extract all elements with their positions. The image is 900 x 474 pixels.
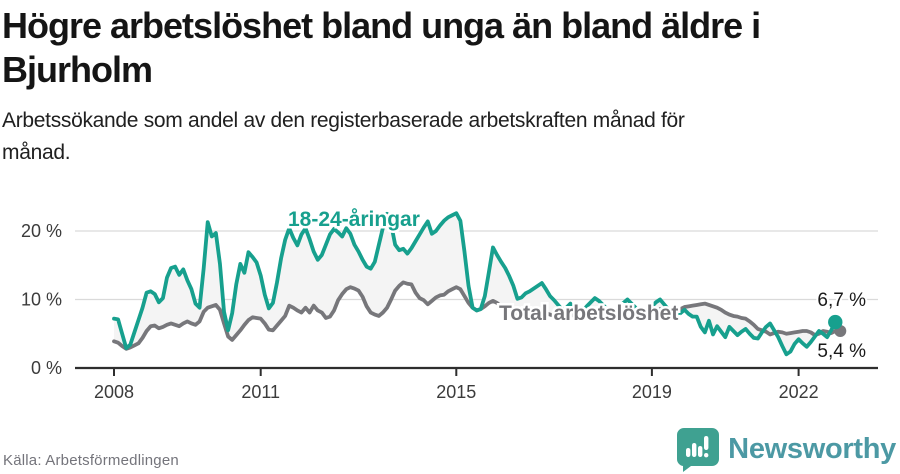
- x-tick-label-2008: 2008: [94, 382, 134, 402]
- youth-end-value-label: 6,7 %: [817, 290, 866, 311]
- newsworthy-logo: Newsworthy: [675, 426, 896, 472]
- x-tick-label-2011: 2011: [241, 382, 280, 402]
- page-title: Högre arbetslöshet bland unga än bland ä…: [2, 4, 900, 92]
- bubble-shape: [677, 428, 720, 472]
- x-tick-label-2022: 2022: [779, 382, 819, 402]
- chart-subtitle: Arbetssökande som andel av den registerb…: [2, 105, 900, 169]
- x-tick-label-2015: 2015: [436, 382, 476, 402]
- youth-end-dot: [828, 314, 843, 330]
- chart-area: 2008 2011 2015 2019 2022 0 % 10 % 20 % 18-24-åri…: [0, 190, 900, 430]
- chart-subtitle-line1: Arbetssökande som andel av den registerb…: [2, 109, 685, 132]
- newsworthy-bubble-chart-icon: [677, 428, 720, 472]
- chart-header: Högre arbetslöshet bland unga än bland ä…: [0, 0, 900, 169]
- page-title-line2: Bjurholm: [2, 49, 153, 90]
- y-tick-label-20: 20 %: [21, 221, 62, 241]
- unemployment-line-chart: 2008 2011 2015 2019 2022 0 % 10 % 20 % 18-24-åri…: [21, 206, 878, 402]
- y-tick-label-0: 0 %: [31, 358, 62, 378]
- between-series-area: [114, 213, 836, 355]
- series-label-total: Total arbetslöshet: [499, 302, 678, 325]
- chart-subtitle-line2: månad.: [2, 141, 71, 164]
- source-note: Källa: Arbetsförmedlingen: [3, 452, 179, 469]
- page-title-line1: Högre arbetslöshet bland unga än bland ä…: [2, 5, 761, 46]
- y-tick-label-10: 10 %: [21, 290, 62, 310]
- total-end-value-label: 5,4 %: [817, 341, 866, 362]
- bar-chart-glyph: [686, 436, 709, 458]
- youth-unemployment-line: [112, 211, 838, 357]
- x-tick-label-2019: 2019: [632, 382, 672, 402]
- newsworthy-wordmark: Newsworthy: [728, 432, 896, 465]
- series-label-youth: 18-24-åringar: [288, 208, 420, 231]
